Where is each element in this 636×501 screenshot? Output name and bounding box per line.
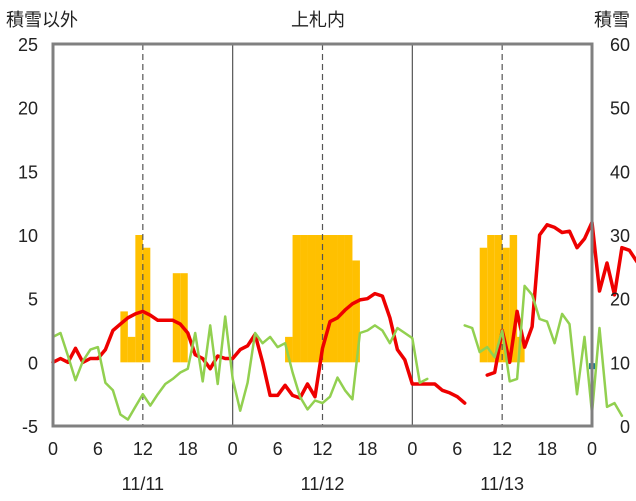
- series-line-red: [485, 220, 636, 377]
- y-left-tick-label: 15: [18, 162, 38, 182]
- bar: [487, 235, 495, 363]
- bar: [300, 235, 308, 363]
- bar: [292, 235, 301, 363]
- y-left-tick-label: 10: [18, 226, 38, 246]
- bar: [329, 235, 338, 363]
- bar: [120, 311, 128, 363]
- y-left-tick-label: -5: [22, 417, 38, 437]
- plot-area: [51, 44, 636, 428]
- x-tick-label: 6: [452, 439, 462, 459]
- date-label: 11/11: [122, 474, 164, 494]
- bar: [127, 336, 136, 363]
- x-tick-label: 12: [492, 439, 512, 459]
- x-tick-label: 0: [48, 439, 58, 459]
- bar: [344, 235, 353, 363]
- x-tick-label: 18: [178, 439, 198, 459]
- y-right-axis-label: 積雪: [594, 10, 630, 31]
- y-right-tick-label: 20: [610, 290, 630, 310]
- y-left-tick-label: 5: [28, 290, 38, 310]
- series-line-green: [51, 315, 429, 421]
- y-right-tick-label: 60: [610, 35, 630, 55]
- bar: [517, 336, 525, 363]
- bar: [502, 247, 510, 363]
- x-tick-label: 0: [587, 439, 597, 459]
- plot-frame: [51, 42, 594, 428]
- x-tick-label: 12: [133, 439, 153, 459]
- bar: [337, 235, 345, 363]
- y-left-axis-label: 積雪以外: [6, 10, 78, 31]
- bar: [142, 247, 151, 363]
- series-line-green: [463, 284, 624, 418]
- y-right-tick-label: 40: [610, 162, 630, 182]
- x-tick-label: 0: [407, 439, 417, 459]
- y-right-tick-label: 30: [610, 226, 630, 246]
- y-right-tick-label: 10: [610, 353, 630, 373]
- bar: [479, 247, 488, 363]
- bar: [307, 235, 316, 363]
- bar: [494, 235, 503, 363]
- x-tick-label: 12: [312, 439, 332, 459]
- bar: [352, 260, 360, 363]
- x-tick-label: 18: [537, 439, 557, 459]
- x-tick-label: 6: [93, 439, 103, 459]
- x-tick-label: 0: [228, 439, 238, 459]
- y-left-tick-label: 20: [18, 99, 38, 119]
- bar: [135, 235, 143, 363]
- bar: [172, 273, 181, 363]
- y-right-tick-label: 0: [620, 417, 630, 437]
- chart-title: 上札内: [291, 10, 345, 31]
- bar: [285, 336, 293, 363]
- bar: [180, 273, 188, 363]
- y-left-tick-label: 25: [18, 35, 38, 55]
- bar: [322, 235, 330, 363]
- date-label: 11/12: [301, 474, 345, 494]
- x-tick-label: 18: [357, 439, 377, 459]
- series-line-red: [51, 291, 467, 405]
- bar: [509, 235, 518, 363]
- y-left-tick-label: 0: [28, 353, 38, 373]
- y-right-tick-label: 50: [610, 99, 630, 119]
- bar: [315, 235, 323, 363]
- x-tick-label: 6: [273, 439, 283, 459]
- date-label: 11/13: [480, 474, 524, 494]
